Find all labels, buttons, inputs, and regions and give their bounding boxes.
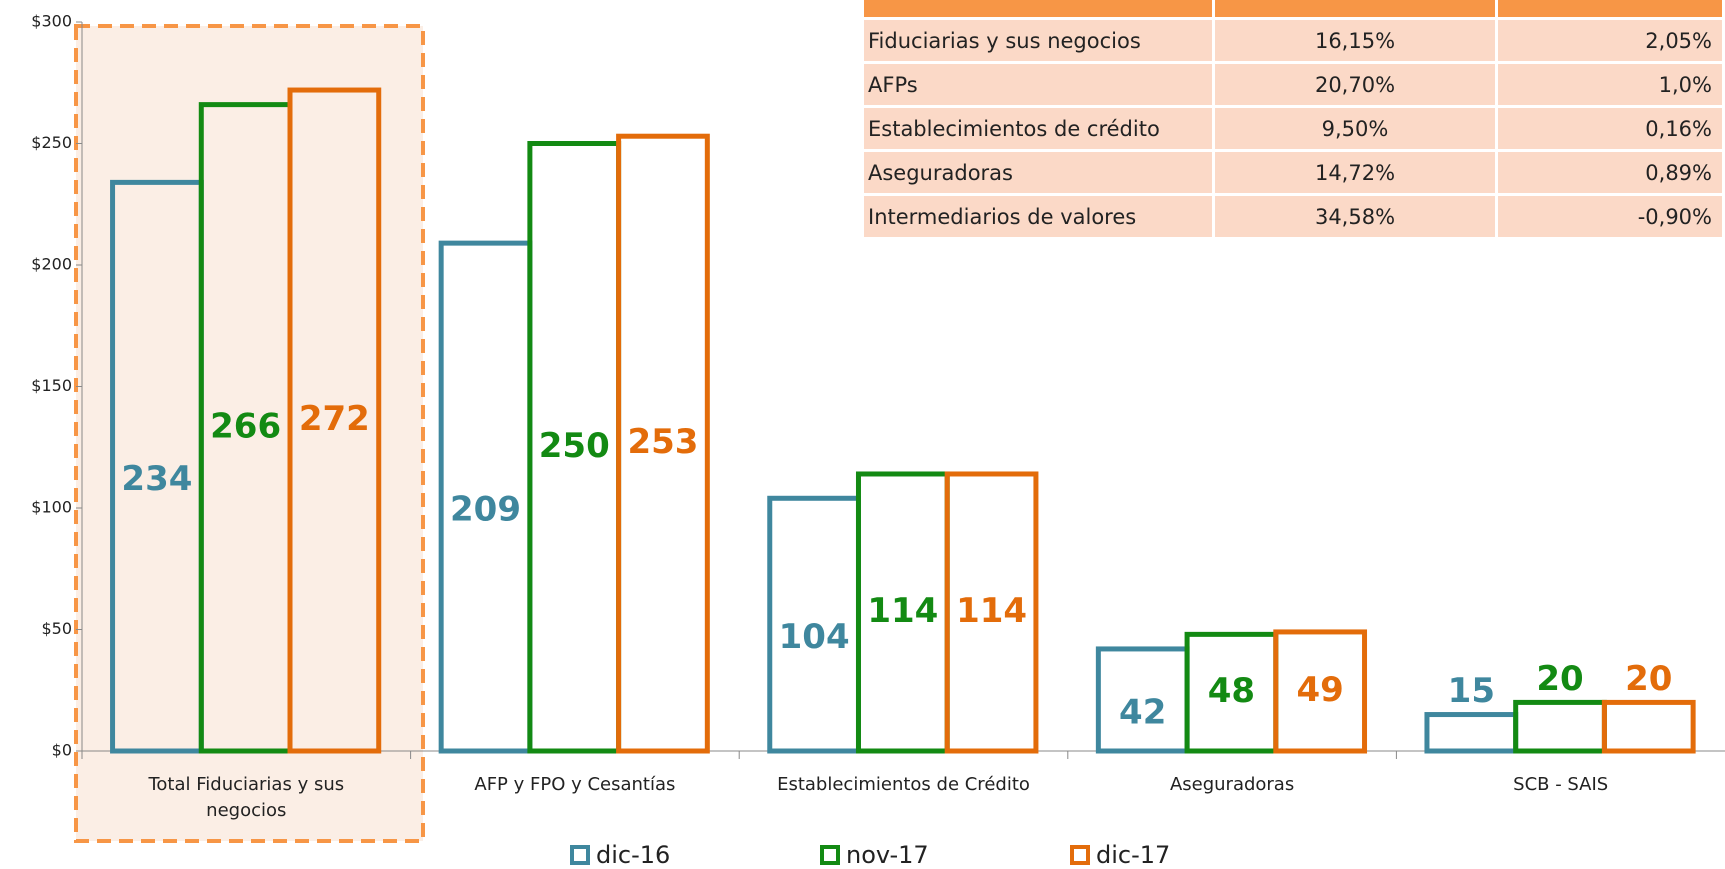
table-cell: 20,70% — [1213, 61, 1498, 107]
data-label: 20 — [1625, 659, 1672, 699]
bar — [944, 471, 1039, 754]
x-tick-label: Aseguradoras — [1169, 774, 1295, 795]
data-label: 20 — [1536, 659, 1583, 699]
table-row: AFPs 20,70% 1,0% — [864, 61, 1725, 107]
y-tick-label: $0 — [52, 741, 72, 760]
data-label: 209 — [450, 490, 521, 530]
data-label: 266 — [210, 406, 281, 446]
table-cell: 34,58% — [1213, 193, 1498, 237]
x-tick-label: AFP y FPO y Cesantías — [474, 774, 676, 795]
data-label: 49 — [1297, 670, 1344, 710]
legend-swatch — [1070, 845, 1090, 865]
table-row: Intermediarios de valores 34,58% -0,90% — [864, 193, 1725, 237]
data-label: 15 — [1448, 671, 1495, 711]
legend-swatch — [820, 845, 840, 865]
data-label: 234 — [121, 459, 192, 499]
table-cell: -0,90% — [1496, 193, 1725, 237]
table-cell: Aseguradoras — [864, 149, 1215, 195]
x-tick-label: Establecimientos de Crédito — [777, 774, 1030, 795]
y-tick-label: $200 — [31, 255, 72, 274]
bar — [287, 87, 382, 754]
legend-label: nov-17 — [846, 841, 929, 869]
legend-label: dic-16 — [596, 841, 670, 869]
table-cell: 9,50% — [1213, 105, 1498, 151]
table-cell: 1,0% — [1496, 61, 1725, 107]
y-tick-label: $100 — [31, 498, 72, 517]
table-cell: Establecimientos de crédito — [864, 105, 1215, 151]
table-cell: 16,15% — [1213, 17, 1498, 63]
x-tick-label: SCB - SAIS — [1513, 774, 1609, 795]
legend-swatch — [570, 845, 590, 865]
data-label: 114 — [867, 591, 938, 631]
y-tick-label: $50 — [41, 619, 72, 638]
bar — [1513, 699, 1607, 754]
y-tick-label: $300 — [31, 12, 72, 31]
table-row: Establecimientos de crédito 9,50% 0,16% — [864, 105, 1725, 151]
data-label: 253 — [627, 422, 698, 462]
table-row: Aseguradoras 14,72% 0,89% — [864, 149, 1725, 195]
table-cell: Fiduciarias y sus negocios — [864, 17, 1215, 63]
y-tick-label: $150 — [31, 376, 72, 395]
x-tick-label: Total Fiduciarias y sus negocios — [148, 774, 345, 821]
data-label: 42 — [1119, 692, 1166, 732]
bar — [1424, 712, 1519, 754]
table-header — [864, 0, 1725, 19]
data-label: 48 — [1208, 671, 1255, 711]
table-cell: AFPs — [864, 61, 1215, 107]
table: Fiduciarias y sus negocios 16,15% 2,05% AFP… — [864, 0, 1725, 237]
bar — [616, 133, 710, 754]
data-label: 114 — [956, 591, 1027, 631]
table-cell: 0,89% — [1496, 149, 1725, 195]
table-cell: Intermediarios de valores — [864, 193, 1215, 237]
y-tick-label: $250 — [31, 133, 72, 152]
data-label: 250 — [539, 426, 610, 466]
bar — [1601, 699, 1696, 754]
table-cell: 14,72% — [1213, 149, 1498, 195]
data-label: 272 — [299, 399, 370, 439]
data-label: 104 — [779, 617, 850, 657]
table-cell: 0,16% — [1496, 105, 1725, 151]
table-cell: 2,05% — [1496, 17, 1725, 63]
bar — [1273, 629, 1368, 754]
legend-label: dic-17 — [1096, 841, 1170, 869]
highlight-box — [74, 24, 425, 843]
table-row: Fiduciarias y sus negocios 16,15% 2,05% — [864, 17, 1725, 63]
